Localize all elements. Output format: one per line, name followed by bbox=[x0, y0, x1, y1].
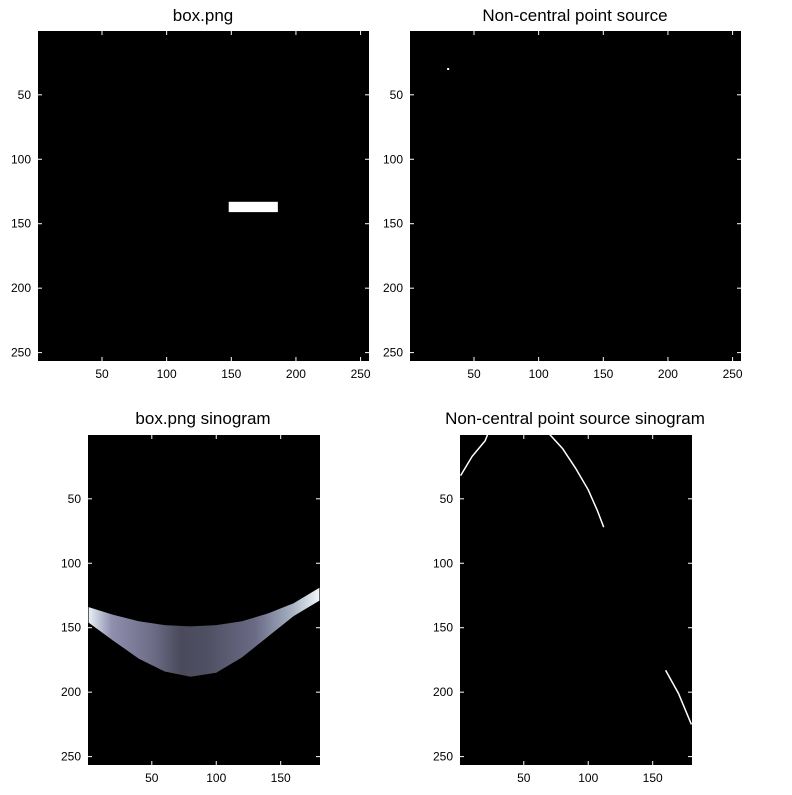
x-tick-label: 150 bbox=[593, 367, 613, 381]
y-tick-label: 200 bbox=[433, 685, 453, 699]
y-tick-label: 50 bbox=[18, 88, 32, 102]
y-tick-label: 50 bbox=[68, 492, 82, 506]
sinogram-trace bbox=[664, 669, 693, 725]
y-tick-label: 200 bbox=[11, 281, 31, 295]
x-tick-label: 250 bbox=[351, 367, 371, 381]
sinogram-band bbox=[88, 587, 320, 677]
x-tick-label: 250 bbox=[723, 367, 743, 381]
y-tick-label: 50 bbox=[440, 492, 454, 506]
y-tick-label: 100 bbox=[433, 556, 453, 570]
y-tick-label: 150 bbox=[383, 217, 403, 231]
image-background bbox=[410, 31, 741, 361]
image-area: 50 100 150 200 250 50 100 150 200 250 bbox=[383, 31, 743, 381]
x-tick-label: 50 bbox=[517, 771, 531, 785]
panel-box-sinogram: box.png sinogram 50 100 150 50 100 150 200 250 bbox=[61, 409, 320, 785]
x-tick-label: 150 bbox=[271, 771, 291, 785]
y-tick-label: 200 bbox=[383, 281, 403, 295]
image-area: 50 100 150 50 100 150 200 250 bbox=[433, 433, 693, 785]
y-tick-label: 150 bbox=[61, 621, 81, 635]
panel-title: Non-central point source sinogram bbox=[445, 409, 705, 428]
y-tick-label: 150 bbox=[433, 621, 453, 635]
y-tick-label: 250 bbox=[61, 750, 81, 764]
image-background bbox=[38, 31, 369, 361]
panel-point-sinogram: Non-central point source sinogram 50 100 1… bbox=[433, 409, 705, 785]
y-tick-label: 100 bbox=[61, 556, 81, 570]
panel-title: box.png bbox=[173, 6, 234, 25]
x-tick-label: 100 bbox=[206, 771, 226, 785]
x-tick-label: 200 bbox=[286, 367, 306, 381]
image-background bbox=[88, 435, 320, 765]
panel-title: Non-central point source bbox=[482, 6, 667, 25]
y-tick-label: 200 bbox=[61, 685, 81, 699]
image-area: 50 100 150 200 250 50 100 150 200 250 bbox=[11, 31, 371, 381]
sinogram-trace bbox=[549, 433, 605, 528]
x-tick-label: 100 bbox=[578, 771, 598, 785]
panel-title: box.png sinogram bbox=[135, 409, 270, 428]
y-tick-label: 250 bbox=[433, 750, 453, 764]
x-tick-label: 100 bbox=[529, 367, 549, 381]
y-tick-label: 100 bbox=[11, 152, 31, 166]
panel-point: Non-central point source 50 100 150 200 2505… bbox=[383, 6, 743, 381]
white-box bbox=[228, 201, 278, 213]
point-source bbox=[447, 68, 450, 71]
x-tick-label: 150 bbox=[643, 771, 663, 785]
x-tick-label: 50 bbox=[467, 367, 481, 381]
x-tick-label: 50 bbox=[95, 367, 109, 381]
y-tick-label: 250 bbox=[383, 346, 403, 360]
y-tick-label: 250 bbox=[11, 346, 31, 360]
x-tick-label: 50 bbox=[145, 771, 159, 785]
x-tick-label: 150 bbox=[221, 367, 241, 381]
image-area: 50 100 150 50 100 150 200 250 bbox=[61, 435, 320, 785]
image-background bbox=[460, 435, 692, 765]
y-tick-label: 150 bbox=[11, 217, 31, 231]
x-tick-label: 100 bbox=[157, 367, 177, 381]
y-tick-label: 100 bbox=[383, 152, 403, 166]
panel-box: box.png 50 100 150 200 250 50 100 150 200 250 bbox=[11, 6, 371, 381]
y-tick-label: 50 bbox=[390, 88, 404, 102]
sinogram-trace bbox=[459, 434, 489, 476]
x-tick-label: 200 bbox=[658, 367, 678, 381]
